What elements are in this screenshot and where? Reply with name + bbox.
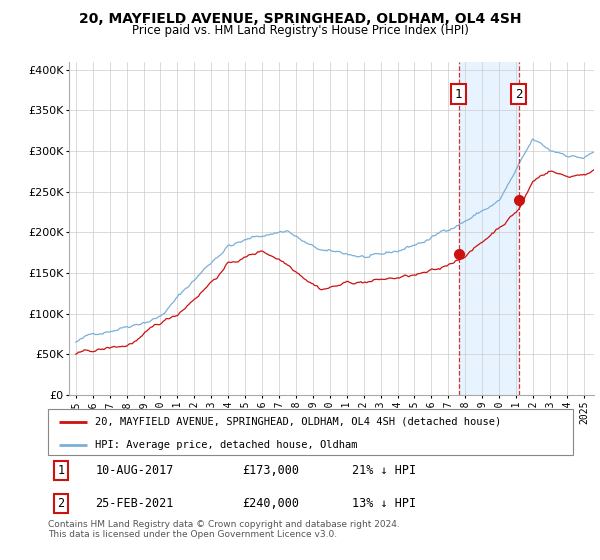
Text: 1: 1	[455, 87, 462, 101]
Text: 13% ↓ HPI: 13% ↓ HPI	[353, 497, 416, 510]
Text: 2: 2	[515, 87, 523, 101]
Text: HPI: Average price, detached house, Oldham: HPI: Average price, detached house, Oldh…	[95, 440, 358, 450]
Text: 20, MAYFIELD AVENUE, SPRINGHEAD, OLDHAM, OL4 4SH: 20, MAYFIELD AVENUE, SPRINGHEAD, OLDHAM,…	[79, 12, 521, 26]
Text: £173,000: £173,000	[242, 464, 299, 477]
Text: Contains HM Land Registry data © Crown copyright and database right 2024.
This d: Contains HM Land Registry data © Crown c…	[48, 520, 400, 539]
Text: Price paid vs. HM Land Registry's House Price Index (HPI): Price paid vs. HM Land Registry's House …	[131, 24, 469, 36]
Text: 10-AUG-2017: 10-AUG-2017	[95, 464, 173, 477]
Text: 21% ↓ HPI: 21% ↓ HPI	[353, 464, 416, 477]
Text: 2: 2	[58, 497, 65, 510]
FancyBboxPatch shape	[48, 409, 573, 455]
Bar	[458, 62, 518, 395]
Text: 1: 1	[58, 464, 65, 477]
Text: 25-FEB-2021: 25-FEB-2021	[95, 497, 173, 510]
Text: 20, MAYFIELD AVENUE, SPRINGHEAD, OLDHAM, OL4 4SH (detached house): 20, MAYFIELD AVENUE, SPRINGHEAD, OLDHAM,…	[95, 417, 502, 427]
Text: £240,000: £240,000	[242, 497, 299, 510]
